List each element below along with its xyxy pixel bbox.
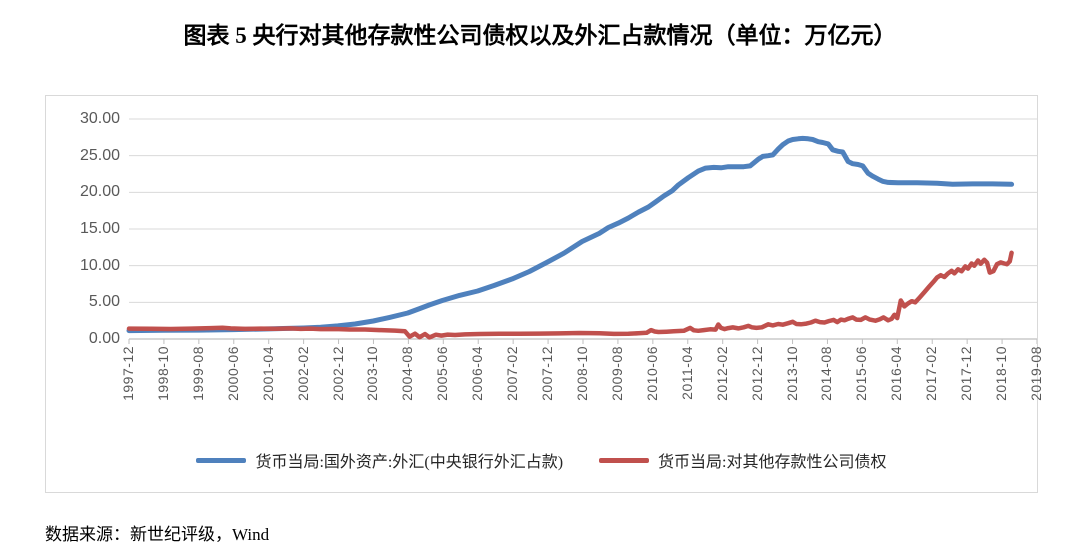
x-axis-label: 2002-02 xyxy=(294,346,311,401)
fx-series-label: 货币当局:国外资产:外汇(中央银行外汇占款) xyxy=(255,454,564,471)
x-axis-label: 2007-02 xyxy=(504,346,521,401)
source-note: 数据来源：新世纪评级，Wind xyxy=(45,525,270,544)
y-axis-label: 30.00 xyxy=(79,110,120,127)
y-axis-label: 5.00 xyxy=(88,293,120,311)
x-axis-label: 2006-04 xyxy=(469,346,486,401)
x-axis-label: 2012-12 xyxy=(748,346,765,401)
x-axis-label: 2005-06 xyxy=(434,346,451,401)
figure-title: 图表 5 央行对其他存款性公司债权以及外汇占款情况（单位：万亿元） xyxy=(183,23,897,48)
x-axis-label: 2001-04 xyxy=(259,346,276,401)
chart-plot-area xyxy=(126,118,1037,344)
x-axis-label: 2017-02 xyxy=(923,346,940,401)
x-axis-label: 2004-08 xyxy=(399,346,416,401)
x-axis-label: 2019-08 xyxy=(1028,346,1044,401)
x-axis-label: 2013-10 xyxy=(783,346,800,401)
x-axis-label: 1997-12 xyxy=(120,346,136,401)
y-axis-label: 25.00 xyxy=(79,146,120,164)
x-axis-label: 2014-08 xyxy=(818,346,835,401)
chart-legend: 货币当局:国外资产:外汇(中央银行外汇占款) 货币当局:对其他存款性公司债权 xyxy=(46,448,1037,472)
x-axis-label: 2017-12 xyxy=(958,346,975,401)
y-axis-label: 0.00 xyxy=(88,330,120,347)
x-axis-label: 1998-10 xyxy=(154,346,171,401)
x-axis-label: 1999-08 xyxy=(189,346,206,401)
x-axis-label: 2000-06 xyxy=(224,346,241,401)
legend-item-fx: 货币当局:国外资产:外汇(中央银行外汇占款) xyxy=(196,448,563,472)
x-axis-label: 2007-12 xyxy=(539,346,556,401)
x-axis-label: 2002-12 xyxy=(329,346,346,401)
legend-item-claims: 货币当局:对其他存款性公司债权 xyxy=(599,448,887,472)
y-axis-label: 15.00 xyxy=(79,220,120,237)
claims-series-line xyxy=(126,250,1014,340)
y-axis-label: 10.00 xyxy=(79,256,120,274)
x-axis-label: 2012-02 xyxy=(713,346,730,401)
x-axis-label: 2008-10 xyxy=(574,346,590,401)
fx-series-line xyxy=(126,135,1015,334)
x-axis-label: 2009-08 xyxy=(608,346,625,401)
chart-frame: 0.00 5.00 10.00 15.00 20.00 25.00 30.00 1997-1… xyxy=(45,95,1044,493)
x-axis-label: 2016-04 xyxy=(888,346,905,401)
x-axis-label: 2018-10 xyxy=(993,346,1010,401)
x-axis-label: 2015-06 xyxy=(853,346,870,401)
x-axis-label: 2011-04 xyxy=(678,346,695,400)
claims-series-swatch xyxy=(599,457,650,463)
claims-series-label: 货币当局:对其他存款性公司债权 xyxy=(658,454,887,471)
x-axis-label: 2003-10 xyxy=(364,346,381,401)
y-axis-label: 20.00 xyxy=(79,183,120,201)
fx-series-swatch xyxy=(196,457,247,463)
x-axis-label: 2010-06 xyxy=(643,346,660,401)
